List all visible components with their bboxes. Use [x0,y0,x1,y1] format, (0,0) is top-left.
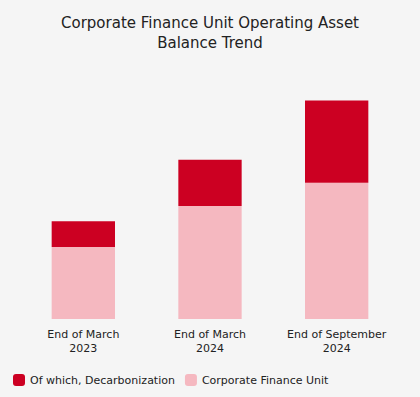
svg-text:Corporate Finance Unit: Corporate Finance Unit [202,374,329,387]
svg-text:End of March: End of March [47,328,119,341]
svg-text:Balance Trend: Balance Trend [157,34,263,52]
svg-text:End of March: End of March [174,328,246,341]
svg-text:End of September: End of September [287,328,387,341]
svg-text:Of which, Decarbonization: Of which, Decarbonization [30,374,175,387]
svg-text:2024: 2024 [323,342,351,355]
svg-text:2024: 2024 [196,342,224,355]
svg-text:2023: 2023 [69,342,97,355]
svg-text:Corporate Finance Unit Operati: Corporate Finance Unit Operating Asset [61,14,359,32]
